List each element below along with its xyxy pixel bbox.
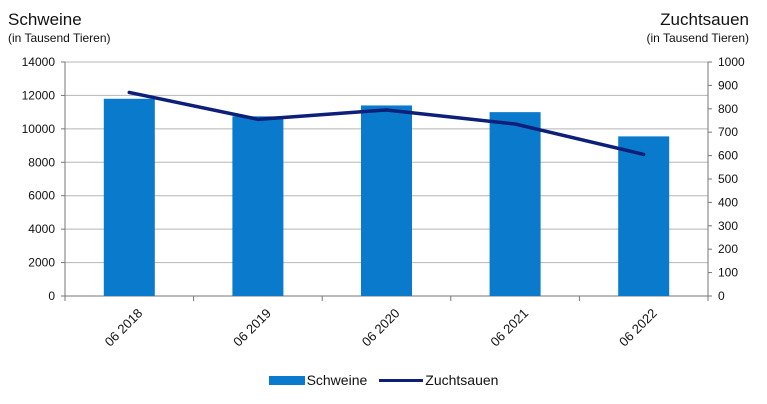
legend-item-line: Zuchtsauen <box>379 372 498 388</box>
legend-label-line: Zuchtsauen <box>425 372 499 388</box>
x-tick-label: 06 2020 <box>359 306 403 350</box>
legend-swatch-line <box>379 378 424 382</box>
legend: Schweine Zuchtsauen <box>0 372 767 388</box>
y-left-tick-label: 6000 <box>28 189 55 203</box>
y-right-tick-label: 100 <box>718 266 738 280</box>
y-right-tick-label: 0 <box>718 289 725 303</box>
line-point <box>256 117 260 121</box>
y-left-tick-label: 4000 <box>28 222 55 236</box>
y-right-tick-label: 900 <box>718 78 738 92</box>
y-right-tick-label: 200 <box>718 242 738 256</box>
y-left-tick-label: 8000 <box>28 155 55 169</box>
bar <box>103 98 155 297</box>
y-right-tick-label: 1000 <box>718 55 745 69</box>
bar <box>618 136 670 296</box>
line-point <box>513 122 517 126</box>
x-tick-label: 06 2021 <box>487 306 531 350</box>
y-left-tick-label: 12000 <box>22 88 56 102</box>
y-left-tick-label: 2000 <box>28 256 55 270</box>
legend-item-bar: Schweine <box>268 372 368 388</box>
x-tick-label: 06 2019 <box>230 306 274 350</box>
line-point <box>642 152 646 156</box>
left-axis-subtitle: (in Tausend Tieren) <box>8 31 111 45</box>
y-right-tick-label: 500 <box>718 172 738 186</box>
right-axis-title: Zuchtsauen <box>660 10 749 29</box>
y-right-tick-label: 800 <box>718 102 738 116</box>
y-right-tick-label: 700 <box>718 125 738 139</box>
left-axis-title: Schweine <box>8 10 82 29</box>
line-point <box>127 90 131 94</box>
bar <box>361 105 412 296</box>
y-right-tick-label: 300 <box>718 219 738 233</box>
bar <box>489 112 541 297</box>
y-left-tick-label: 14000 <box>22 55 56 69</box>
x-tick-label: 06 2022 <box>616 306 660 350</box>
y-left-tick-label: 10000 <box>22 122 56 136</box>
legend-swatch-bar <box>268 375 305 385</box>
y-right-tick-label: 600 <box>718 149 738 163</box>
legend-label-bar: Schweine <box>306 372 368 388</box>
y-right-tick-label: 400 <box>718 195 738 209</box>
y-left-tick-label: 0 <box>48 289 55 303</box>
line-point <box>385 108 388 112</box>
bar <box>232 116 284 296</box>
x-tick-label: 06 2018 <box>102 306 146 350</box>
right-axis-subtitle: (in Tausend Tieren) <box>646 31 749 45</box>
